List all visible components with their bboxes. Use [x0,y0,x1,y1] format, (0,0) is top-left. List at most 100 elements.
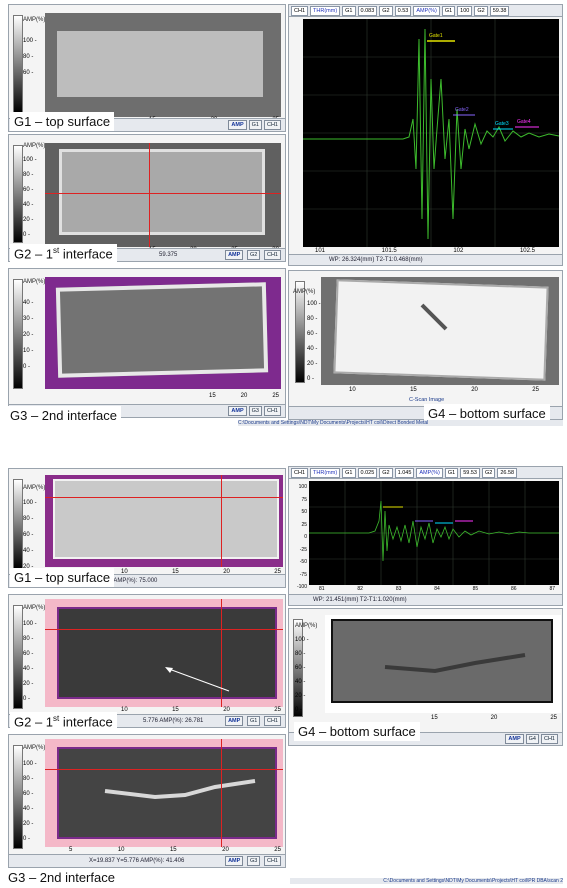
crosshair-horizontal[interactable] [45,193,281,194]
gate-button[interactable]: G4 [525,734,539,744]
channel-button[interactable]: CH1 [263,250,281,260]
xticks: 10 15 20 25 [349,387,539,393]
gate2-amp-value[interactable]: 26.58 [497,467,518,478]
xtick: 25 [274,707,281,713]
yaxis-label: AMP(%) [23,17,46,23]
gate2-thr-value[interactable]: 0.53 [394,5,412,16]
colorbar [293,619,303,717]
amp-button[interactable]: AMP [225,250,244,260]
caption-sup: st [53,714,60,723]
ytick: 80 - [23,172,34,178]
status-bar: WP: 26.324(mm) T2-T1:0.468(mm) [289,254,562,265]
caption-text: interface [59,246,113,262]
gate-button[interactable]: G3 [248,406,262,416]
ytick: 100 - [23,157,37,163]
crosshair-horizontal[interactable] [45,769,283,770]
ytick: 40 - [23,300,34,306]
gate-button[interactable]: G1 [246,716,261,726]
scan-image[interactable] [45,13,281,117]
ascan-plot[interactable] [309,481,559,585]
xtick: 25 [272,393,279,399]
scan-image[interactable] [45,143,281,247]
crosshair-vertical[interactable] [221,739,222,847]
ytick: 60 - [23,187,34,193]
colorbar [13,15,23,113]
xtick: 101 [315,248,326,254]
ytick: 0 - [295,707,303,713]
yticks: 100 - 80 - 60 - 40 - 20 - 0 - [23,617,37,707]
amp-button[interactable]: AMP [228,120,247,130]
ytick: 20 - [23,332,34,338]
ascan-toolbar: CH1 THR(mm) G1 0.025 G2 1.045 AMP(%) G1 … [289,467,562,479]
status-bar: X=19.837 Y=5.776 AMP(%): 41.406 AMP G3 C… [9,854,285,867]
crosshair-vertical[interactable] [221,599,222,707]
scan-image[interactable] [45,599,283,707]
yticks: 100 - 80 - 60 - 40 - 20 - [23,495,37,575]
ytick: 60 - [23,532,34,538]
amp-button[interactable]: AMP [505,734,524,744]
status-bar: WP: 21.451(mm) T2-T1:1.020(mm) [289,594,562,605]
gate-button[interactable]: G2 [246,250,261,260]
yaxis-label: AMP(%) [23,605,46,611]
status-text: 59.375 [159,252,178,258]
xtick: 15 [209,393,216,399]
amp-button[interactable]: AMP [225,856,244,866]
xticks: 5 10 15 20 25 [69,847,281,853]
gate1-label: G1 [441,5,456,16]
gate1-thr-value[interactable]: 0.083 [357,5,378,16]
channel-button[interactable]: CH1 [263,406,281,416]
amp-button[interactable]: AMP [228,406,247,416]
ascan-plot[interactable]: Gate1 Gate2 Gate3 Gate4 [303,19,560,247]
yaxis-label: AMP(%) [295,623,318,629]
channel-button[interactable]: CH1 [540,734,558,744]
caption-text: interface [59,714,113,730]
yticks: 40 - 30 - 20 - 10 - 0 - [23,295,33,375]
gate1-amp-value[interactable]: 59.53 [460,467,480,478]
gate2-amp-value[interactable]: 59.38 [489,5,510,16]
scan-image[interactable] [325,615,561,713]
gate1-thr-value[interactable]: 0.025 [357,467,378,478]
gate1-amp-value[interactable]: 100 [457,5,473,16]
gate-button[interactable]: G1 [248,120,262,130]
ytick: -75 [299,571,307,578]
colorbar [13,145,23,243]
gate1-label: Gate1 [429,33,443,39]
xtick: 15 [410,387,417,393]
image-label: C-Scan Image [409,397,445,403]
xtick: 15 [431,715,438,721]
scan-image[interactable] [45,475,283,567]
scan-image[interactable] [321,277,559,385]
crosshair-horizontal[interactable] [45,629,283,630]
crosshair-vertical[interactable] [221,475,222,567]
channel-label[interactable]: CH1 [291,467,309,478]
gate2-label: G2 [481,467,496,478]
channel-button[interactable]: CH1 [263,120,281,130]
ytick: 20 - [23,564,34,570]
scan-image[interactable] [45,739,283,847]
ytick: 20 - [23,217,34,223]
ytick: 40 - [23,548,34,554]
caption-bottom-g1: G1 – top surface [10,568,115,587]
gate-button[interactable]: G3 [246,856,261,866]
ascan-waveform [303,19,560,247]
ytick: -100 [296,584,307,590]
ytick: 100 - [23,500,37,506]
weld-line [104,779,256,800]
top-g3-panel: AMP(%) 40 - 30 - 20 - 10 - 0 - 15 20 25 … [8,268,286,418]
channel-label[interactable]: CH1 [291,5,309,16]
xtick: 10 [349,387,356,393]
caption-top-g4: G4 – bottom surface [424,404,550,423]
colorbar [13,479,23,569]
gate2-thr-value[interactable]: 1.045 [394,467,415,478]
scan-image[interactable] [45,277,281,389]
amp-button[interactable]: AMP [225,716,244,726]
thr-label: THR(mm) [310,5,341,16]
channel-button[interactable]: CH1 [263,856,281,866]
channel-button[interactable]: CH1 [263,716,281,726]
ytick: 80 - [307,316,318,322]
crosshair-vertical[interactable] [149,143,150,247]
xticks: 10 15 20 25 [121,707,281,713]
ytick: 0 - [23,696,31,702]
scan-specimen [53,479,279,559]
crosshair-horizontal[interactable] [45,497,283,498]
